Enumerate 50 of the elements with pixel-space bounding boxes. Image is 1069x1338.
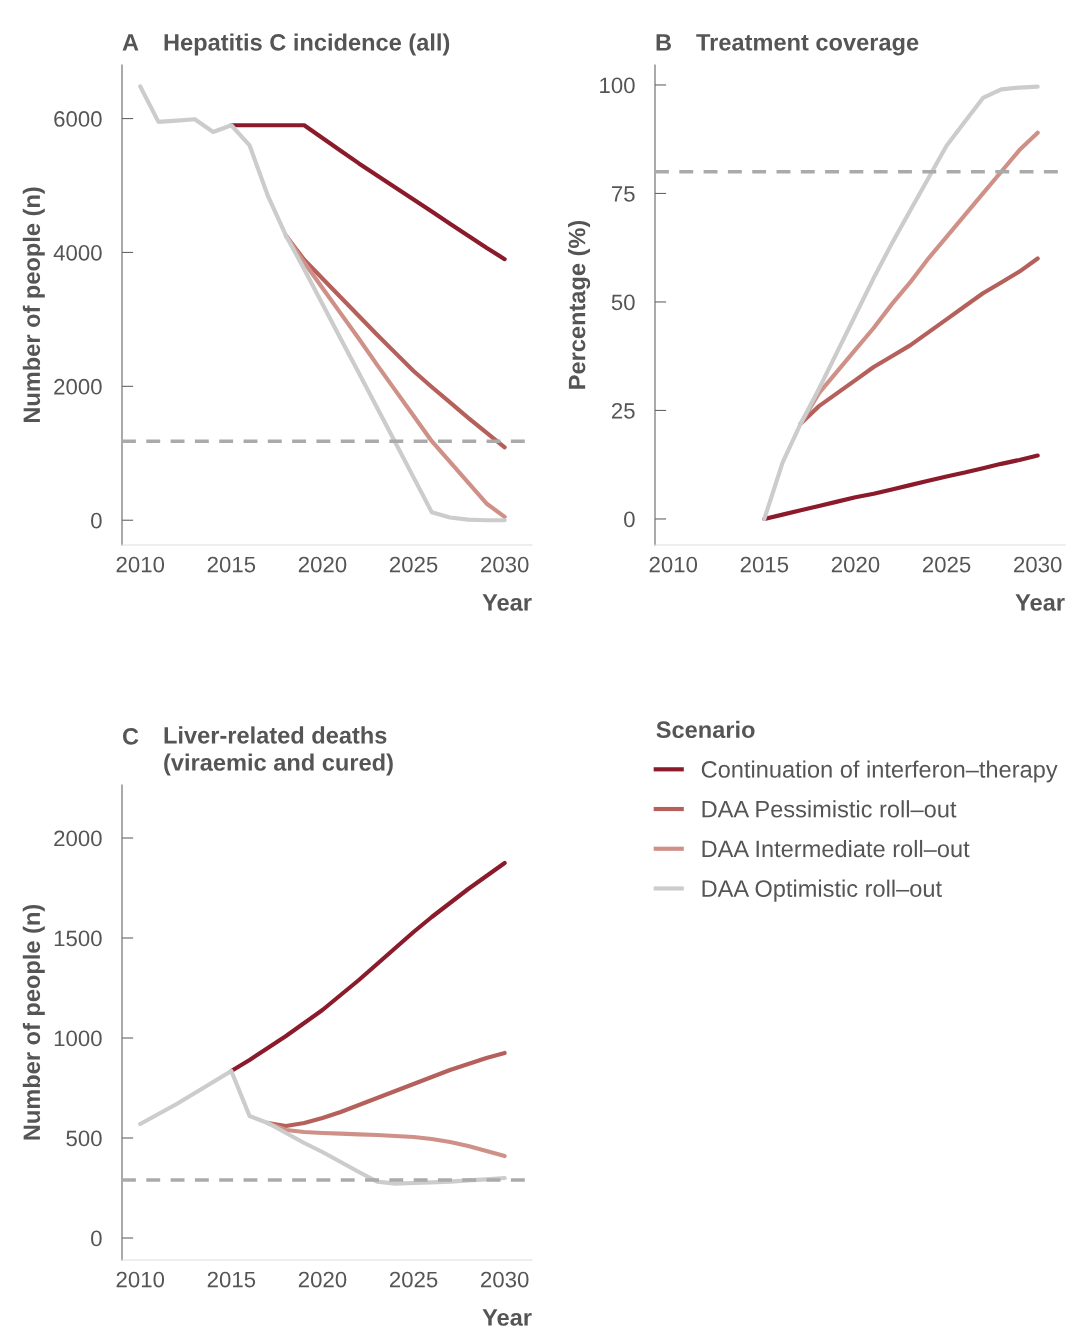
x-tick-label: 2030 bbox=[481, 1271, 529, 1288]
x-tick-label: 2025 bbox=[389, 556, 438, 573]
x-tick-label: 2010 bbox=[116, 556, 165, 573]
x-tick-label: 2020 bbox=[831, 556, 880, 573]
text: B bbox=[656, 34, 671, 51]
y-tick-label: 2000 bbox=[54, 830, 102, 847]
line-series bbox=[762, 84, 1040, 522]
x-tick-label: 2020 bbox=[298, 556, 347, 573]
line-series bbox=[138, 84, 507, 523]
legend-label: DAA Intermediate roll–out bbox=[702, 839, 970, 858]
x-tick-label: 2030 bbox=[481, 556, 529, 573]
y-tick-label: 100 bbox=[600, 77, 635, 94]
y-tick-label: 6000 bbox=[54, 111, 102, 127]
line-series bbox=[229, 123, 507, 262]
y-tick-label: 1500 bbox=[54, 930, 102, 947]
y-axis-title: Number of people (n) bbox=[22, 187, 45, 423]
x-tick-label: 2025 bbox=[922, 556, 971, 573]
y-tick-label: 0 bbox=[624, 511, 635, 528]
x-tick-label: 2010 bbox=[116, 1271, 165, 1288]
text: A bbox=[122, 34, 139, 51]
x-tick-label: 2025 bbox=[389, 1271, 438, 1288]
x-tick-label: 2015 bbox=[740, 556, 789, 573]
y-tick-label: 50 bbox=[611, 294, 635, 311]
chart-title: Liver-related deaths (viraemic and cured) bbox=[164, 726, 393, 776]
y-tick-label: 25 bbox=[611, 403, 635, 419]
line-series bbox=[229, 860, 507, 1074]
x-axis-title: Year bbox=[482, 1309, 532, 1326]
text: C bbox=[122, 727, 139, 745]
y-axis-title: Percentage (%) bbox=[568, 220, 591, 389]
chart-title: Treatment coverage bbox=[696, 34, 919, 56]
y-tick-label: 75 bbox=[611, 186, 635, 202]
x-axis-title: Year bbox=[482, 594, 532, 611]
legend-label: DAA Pessimistic roll–out bbox=[702, 800, 957, 818]
x-axis-title: Year bbox=[1015, 594, 1065, 611]
x-tick-label: 2015 bbox=[207, 556, 256, 573]
y-tick-label: 4000 bbox=[53, 244, 102, 261]
chart-title: Hepatitis C incidence (all) bbox=[164, 33, 450, 56]
legend-title: Scenario bbox=[656, 720, 755, 739]
x-tick-label: 2010 bbox=[649, 556, 698, 573]
y-tick-label: 1000 bbox=[54, 1030, 102, 1047]
legend-label: DAA Optimistic roll–out bbox=[702, 879, 942, 902]
y-tick-label: 2000 bbox=[54, 378, 102, 395]
y-tick-label: 500 bbox=[66, 1130, 102, 1147]
y-axis-title: Number of people (n) bbox=[22, 904, 45, 1140]
legend-label: Continuation of interferon–therapy bbox=[701, 760, 1058, 783]
x-tick-label: 2030 bbox=[1014, 556, 1062, 573]
y-tick-label: 0 bbox=[91, 512, 102, 529]
x-tick-label: 2015 bbox=[207, 1271, 256, 1288]
x-tick-label: 2020 bbox=[298, 1271, 347, 1288]
y-tick-label: 0 bbox=[91, 1230, 102, 1247]
